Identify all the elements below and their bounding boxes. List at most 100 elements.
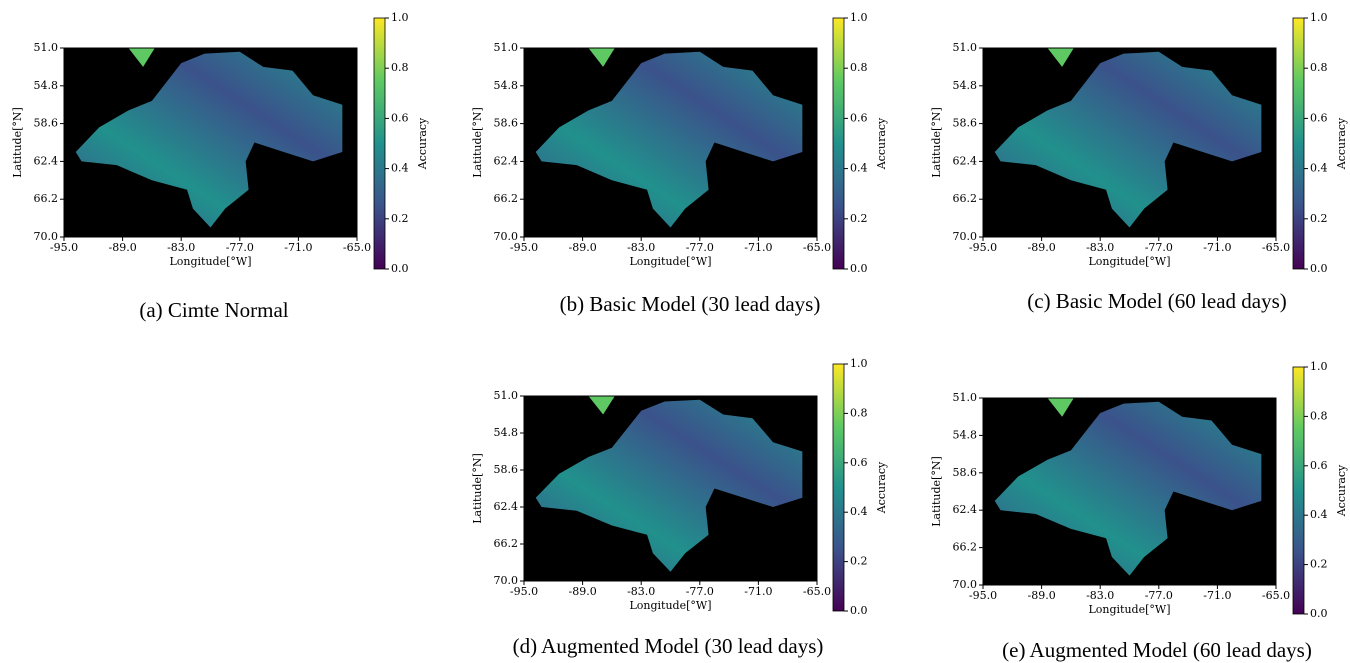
y-tick-label: 66.2 (494, 192, 519, 205)
y-tick-label: 66.2 (953, 541, 978, 554)
y-tick-label: 51.0 (494, 41, 519, 54)
y-tick-label: 58.6 (953, 117, 978, 130)
colorbar-tick-label: 0.0 (1310, 607, 1328, 620)
y-tick-label: 51.0 (953, 391, 978, 404)
map-region (1047, 48, 1074, 67)
panel: -95.0 -89.0 -83.0 -77.0 -71.0 -65.0 51.0 54.8 58… (471, 11, 888, 316)
map-region (535, 51, 803, 228)
y-tick-label: 54.8 (34, 79, 59, 92)
x-tick-label: -65.0 (1262, 589, 1290, 602)
colorbar-label: Accuracy (1335, 117, 1348, 170)
y-tick-label: 66.2 (34, 192, 59, 205)
colorbar-tick-label: 0.8 (850, 406, 868, 419)
x-tick-label: -77.0 (686, 241, 714, 254)
x-tick-label: -89.0 (1027, 589, 1055, 602)
colorbar-tick-label: 0.0 (850, 604, 868, 617)
y-tick-label: 51.0 (494, 389, 519, 402)
colorbar-tick-label: 0.4 (850, 505, 868, 518)
axes-frame (982, 47, 1277, 238)
y-axis-label: Latitude[°N] (471, 453, 484, 524)
colorbar-tick-label: 0.0 (1310, 262, 1328, 275)
y-axis-label: Latitude[°N] (930, 107, 943, 178)
caption: (c) Basic Model (60 lead days) (1027, 289, 1287, 313)
x-axis-label: Longitude[°W] (629, 599, 711, 612)
y-tick-label: 62.4 (34, 154, 59, 167)
axes-frame (63, 47, 358, 238)
map-region (535, 399, 803, 572)
y-tick-label: 54.8 (494, 426, 519, 439)
y-tick-label: 58.6 (953, 466, 978, 479)
colorbar (832, 363, 845, 612)
colorbar-tick-label: 0.2 (1310, 212, 1328, 225)
colorbar-tick-label: 1.0 (850, 11, 868, 24)
y-axis-label: Latitude[°N] (11, 107, 24, 178)
panel: -95.0 -89.0 -83.0 -77.0 -71.0 -65.0 51.0 54.8 58… (471, 357, 888, 658)
y-tick-label: 66.2 (953, 192, 978, 205)
map-region (994, 401, 1262, 576)
x-tick-label: -95.0 (969, 241, 997, 254)
colorbar-tick-label: 0.6 (391, 111, 409, 124)
x-tick-label: -83.0 (1086, 241, 1114, 254)
colorbar-tick-label: 0.2 (850, 555, 868, 568)
colorbar-tick-label: 0.2 (391, 212, 409, 225)
y-tick-label: 54.8 (953, 428, 978, 441)
colorbar-tick-label: 0.4 (1310, 508, 1328, 521)
colorbar-tick-label: 0.8 (1310, 409, 1328, 422)
axes-frame (523, 395, 818, 582)
x-tick-label: -77.0 (1145, 589, 1173, 602)
x-tick-label: -71.0 (1203, 589, 1231, 602)
y-tick-label: 51.0 (34, 41, 59, 54)
x-tick-label: -83.0 (1086, 589, 1114, 602)
colorbar-tick-label: 0.8 (850, 61, 868, 74)
axes-frame (523, 47, 818, 238)
y-tick-label: 70.0 (953, 230, 978, 243)
y-tick-label: 58.6 (34, 117, 59, 130)
map-region (588, 48, 615, 67)
y-tick-label: 62.4 (953, 154, 978, 167)
caption: (a) Cimte Normal (139, 298, 288, 322)
panel: -95.0 -89.0 -83.0 -77.0 -71.0 -65.0 51.0 54.8 58… (930, 11, 1348, 313)
x-tick-label: -83.0 (627, 585, 655, 598)
y-tick-label: 62.4 (953, 503, 978, 516)
x-tick-label: -95.0 (50, 241, 78, 254)
colorbar-tick-label: 0.4 (850, 162, 868, 175)
panel: -95.0 -89.0 -83.0 -77.0 -71.0 -65.0 51.0 54.8 58… (930, 360, 1348, 662)
y-tick-label: 66.2 (494, 537, 519, 550)
x-axis-label: Longitude[°W] (1088, 603, 1170, 616)
x-tick-label: -71.0 (744, 241, 772, 254)
x-tick-label: -89.0 (108, 241, 136, 254)
colorbar (832, 17, 845, 270)
x-tick-label: -65.0 (343, 241, 371, 254)
x-tick-label: -65.0 (803, 241, 831, 254)
colorbar-tick-label: 0.4 (1310, 162, 1328, 175)
y-tick-label: 70.0 (34, 230, 59, 243)
y-tick-label: 58.6 (494, 117, 519, 130)
caption: (e) Augmented Model (60 lead days) (1002, 638, 1312, 662)
x-tick-label: -71.0 (744, 585, 772, 598)
colorbar-label: Accuracy (416, 117, 429, 170)
x-tick-label: -71.0 (284, 241, 312, 254)
x-tick-label: -83.0 (627, 241, 655, 254)
caption: (d) Augmented Model (30 lead days) (513, 634, 824, 658)
x-tick-label: -71.0 (1203, 241, 1231, 254)
x-tick-label: -89.0 (1027, 241, 1055, 254)
colorbar-tick-label: 1.0 (1310, 11, 1328, 24)
x-tick-label: -95.0 (969, 589, 997, 602)
colorbar-tick-label: 0.6 (1310, 111, 1328, 124)
y-axis-label: Latitude[°N] (930, 456, 943, 527)
colorbar-tick-label: 1.0 (850, 357, 868, 370)
colorbar-tick-label: 1.0 (1310, 360, 1328, 373)
x-axis-label: Longitude[°W] (1088, 255, 1170, 268)
y-tick-label: 58.6 (494, 463, 519, 476)
colorbar (1292, 17, 1305, 270)
colorbar (1292, 366, 1305, 615)
x-tick-label: -89.0 (568, 241, 596, 254)
x-axis-label: Longitude[°W] (629, 255, 711, 268)
y-tick-label: 70.0 (494, 574, 519, 587)
y-tick-label: 54.8 (494, 79, 519, 92)
x-tick-label: -77.0 (686, 585, 714, 598)
axes-frame (982, 397, 1277, 586)
colorbar-tick-label: 0.0 (391, 262, 409, 275)
colorbar-label: Accuracy (875, 117, 888, 170)
